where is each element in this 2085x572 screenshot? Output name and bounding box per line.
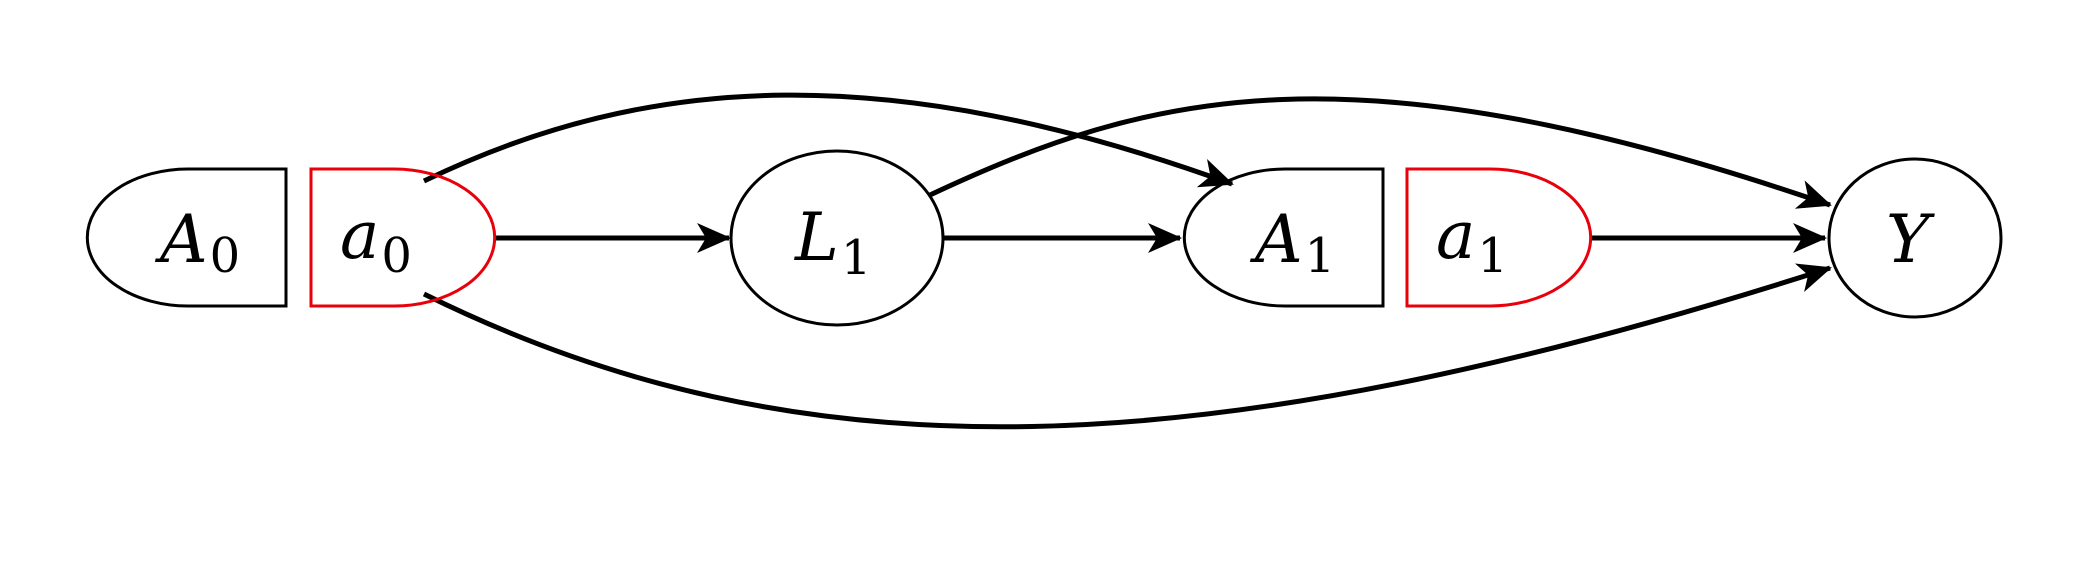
node-A0-shape: [85, 167, 288, 308]
node-A0: A0: [85, 167, 288, 308]
node-a0: a0: [309, 167, 497, 308]
node-a1-shape: [1405, 167, 1593, 308]
node-a1-label: a1: [1436, 197, 1508, 284]
node-a1: a1: [1405, 167, 1593, 308]
node-A1: A1: [1182, 167, 1385, 308]
node-L1-label: L1: [794, 199, 871, 286]
edge-L1-Y: [928, 96, 1832, 209]
edge-a0-Y: [422, 263, 1832, 430]
edge-a0-A1: [422, 92, 1234, 188]
node-A1-shape: [1182, 167, 1385, 308]
node-Y-label: Y: [1886, 201, 1935, 278]
node-Y: Y: [1827, 157, 2003, 319]
edges: [422, 92, 1832, 430]
node-A1-label: A1: [1249, 201, 1335, 284]
node-A0-label: A0: [154, 201, 240, 284]
node-L1: L1: [729, 149, 945, 327]
node-a0-shape: [309, 167, 497, 308]
node-Y-shape: [1827, 157, 2003, 319]
node-a0-label: a0: [340, 197, 412, 284]
node-L1-shape: [729, 149, 945, 327]
